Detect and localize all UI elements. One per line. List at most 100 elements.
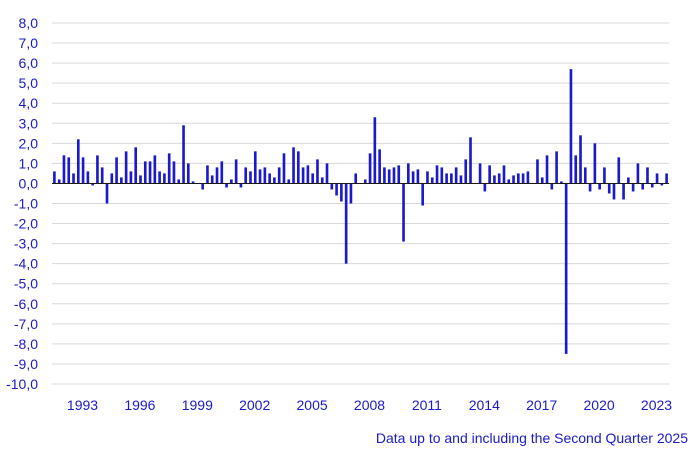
bar xyxy=(349,183,353,204)
bar xyxy=(253,151,257,184)
y-tick-label: -3,0 xyxy=(14,236,38,252)
bar xyxy=(526,171,530,184)
bar xyxy=(464,159,468,184)
bar xyxy=(187,163,190,184)
y-tick-label: 1,0 xyxy=(19,155,39,171)
bar xyxy=(627,177,630,184)
bar xyxy=(100,167,104,184)
bar xyxy=(497,173,501,184)
bar xyxy=(622,183,625,200)
bar xyxy=(593,143,597,184)
bar xyxy=(569,69,573,184)
bar xyxy=(210,175,214,184)
bar xyxy=(277,167,281,184)
bar xyxy=(91,183,94,186)
bar xyxy=(397,165,401,184)
x-tick-label: 2011 xyxy=(412,397,442,413)
bar xyxy=(320,177,324,184)
bar xyxy=(81,157,85,184)
bar xyxy=(607,183,611,194)
bar xyxy=(478,163,482,184)
bar xyxy=(617,157,621,184)
bar xyxy=(521,173,525,184)
x-tick-label: 1993 xyxy=(67,397,98,413)
bar xyxy=(230,179,233,184)
y-tick-label: 3,0 xyxy=(19,115,39,131)
bar xyxy=(201,183,204,190)
bar xyxy=(574,155,578,184)
y-tick-label: -5,0 xyxy=(14,276,38,292)
bar xyxy=(215,167,219,184)
bar xyxy=(172,161,176,184)
bar xyxy=(57,179,61,184)
bar xyxy=(86,171,90,184)
bar xyxy=(373,117,377,184)
bar xyxy=(507,179,511,184)
bar xyxy=(650,183,654,188)
bar xyxy=(407,163,410,184)
x-tick-label: 2017 xyxy=(526,397,557,413)
grid-lines xyxy=(52,22,669,385)
bar xyxy=(139,175,142,184)
bar xyxy=(115,157,118,184)
bar xyxy=(134,147,138,184)
bar xyxy=(330,183,334,190)
y-tick-label: 2,0 xyxy=(19,135,39,151)
x-tick-label: 2020 xyxy=(584,397,615,413)
bar xyxy=(158,171,161,184)
bar xyxy=(163,173,166,184)
bar xyxy=(335,183,338,196)
bar xyxy=(96,155,99,184)
bar xyxy=(454,167,458,184)
bar xyxy=(536,159,539,184)
bar xyxy=(579,135,582,184)
bar xyxy=(540,177,544,184)
bar xyxy=(244,167,248,184)
bar xyxy=(660,183,664,186)
x-tick-label: 2023 xyxy=(641,397,672,413)
bar xyxy=(411,171,415,184)
y-tick-label: -8,0 xyxy=(14,336,38,352)
bar xyxy=(588,183,592,192)
bar xyxy=(311,173,314,184)
bar xyxy=(502,165,506,184)
bar xyxy=(287,179,291,184)
x-tick-label: 1996 xyxy=(124,397,155,413)
bar xyxy=(258,169,262,184)
x-tick-label: 2008 xyxy=(354,397,385,413)
y-tick-label: 5,0 xyxy=(19,75,39,91)
bar xyxy=(440,167,444,184)
bar xyxy=(421,183,424,206)
y-tick-label: -4,0 xyxy=(14,256,38,272)
bar xyxy=(273,177,276,184)
bar xyxy=(306,165,310,184)
y-tick-label: -7,0 xyxy=(14,316,38,332)
bar xyxy=(191,181,195,184)
bar xyxy=(129,171,133,184)
bar xyxy=(53,171,56,184)
bar xyxy=(641,183,645,190)
y-tick-label: 6,0 xyxy=(19,55,39,71)
x-tick-label: 2014 xyxy=(469,397,500,413)
bar xyxy=(297,151,300,184)
bar xyxy=(368,153,372,184)
bar xyxy=(143,161,147,184)
bar xyxy=(124,151,128,184)
bar xyxy=(354,173,358,184)
bar xyxy=(182,125,185,184)
bar xyxy=(598,183,601,190)
bar xyxy=(383,167,386,184)
x-tick-label: 2005 xyxy=(297,397,328,413)
bar xyxy=(426,171,429,184)
bar xyxy=(550,183,554,190)
bar xyxy=(363,179,367,184)
bar xyxy=(105,183,109,204)
bar xyxy=(225,183,228,188)
bar xyxy=(435,165,439,184)
x-tick-label: 1999 xyxy=(182,397,213,413)
y-tick-label: 7,0 xyxy=(19,35,39,51)
y-tick-label: 4,0 xyxy=(19,95,39,111)
bar xyxy=(316,159,319,184)
bar xyxy=(234,159,238,184)
